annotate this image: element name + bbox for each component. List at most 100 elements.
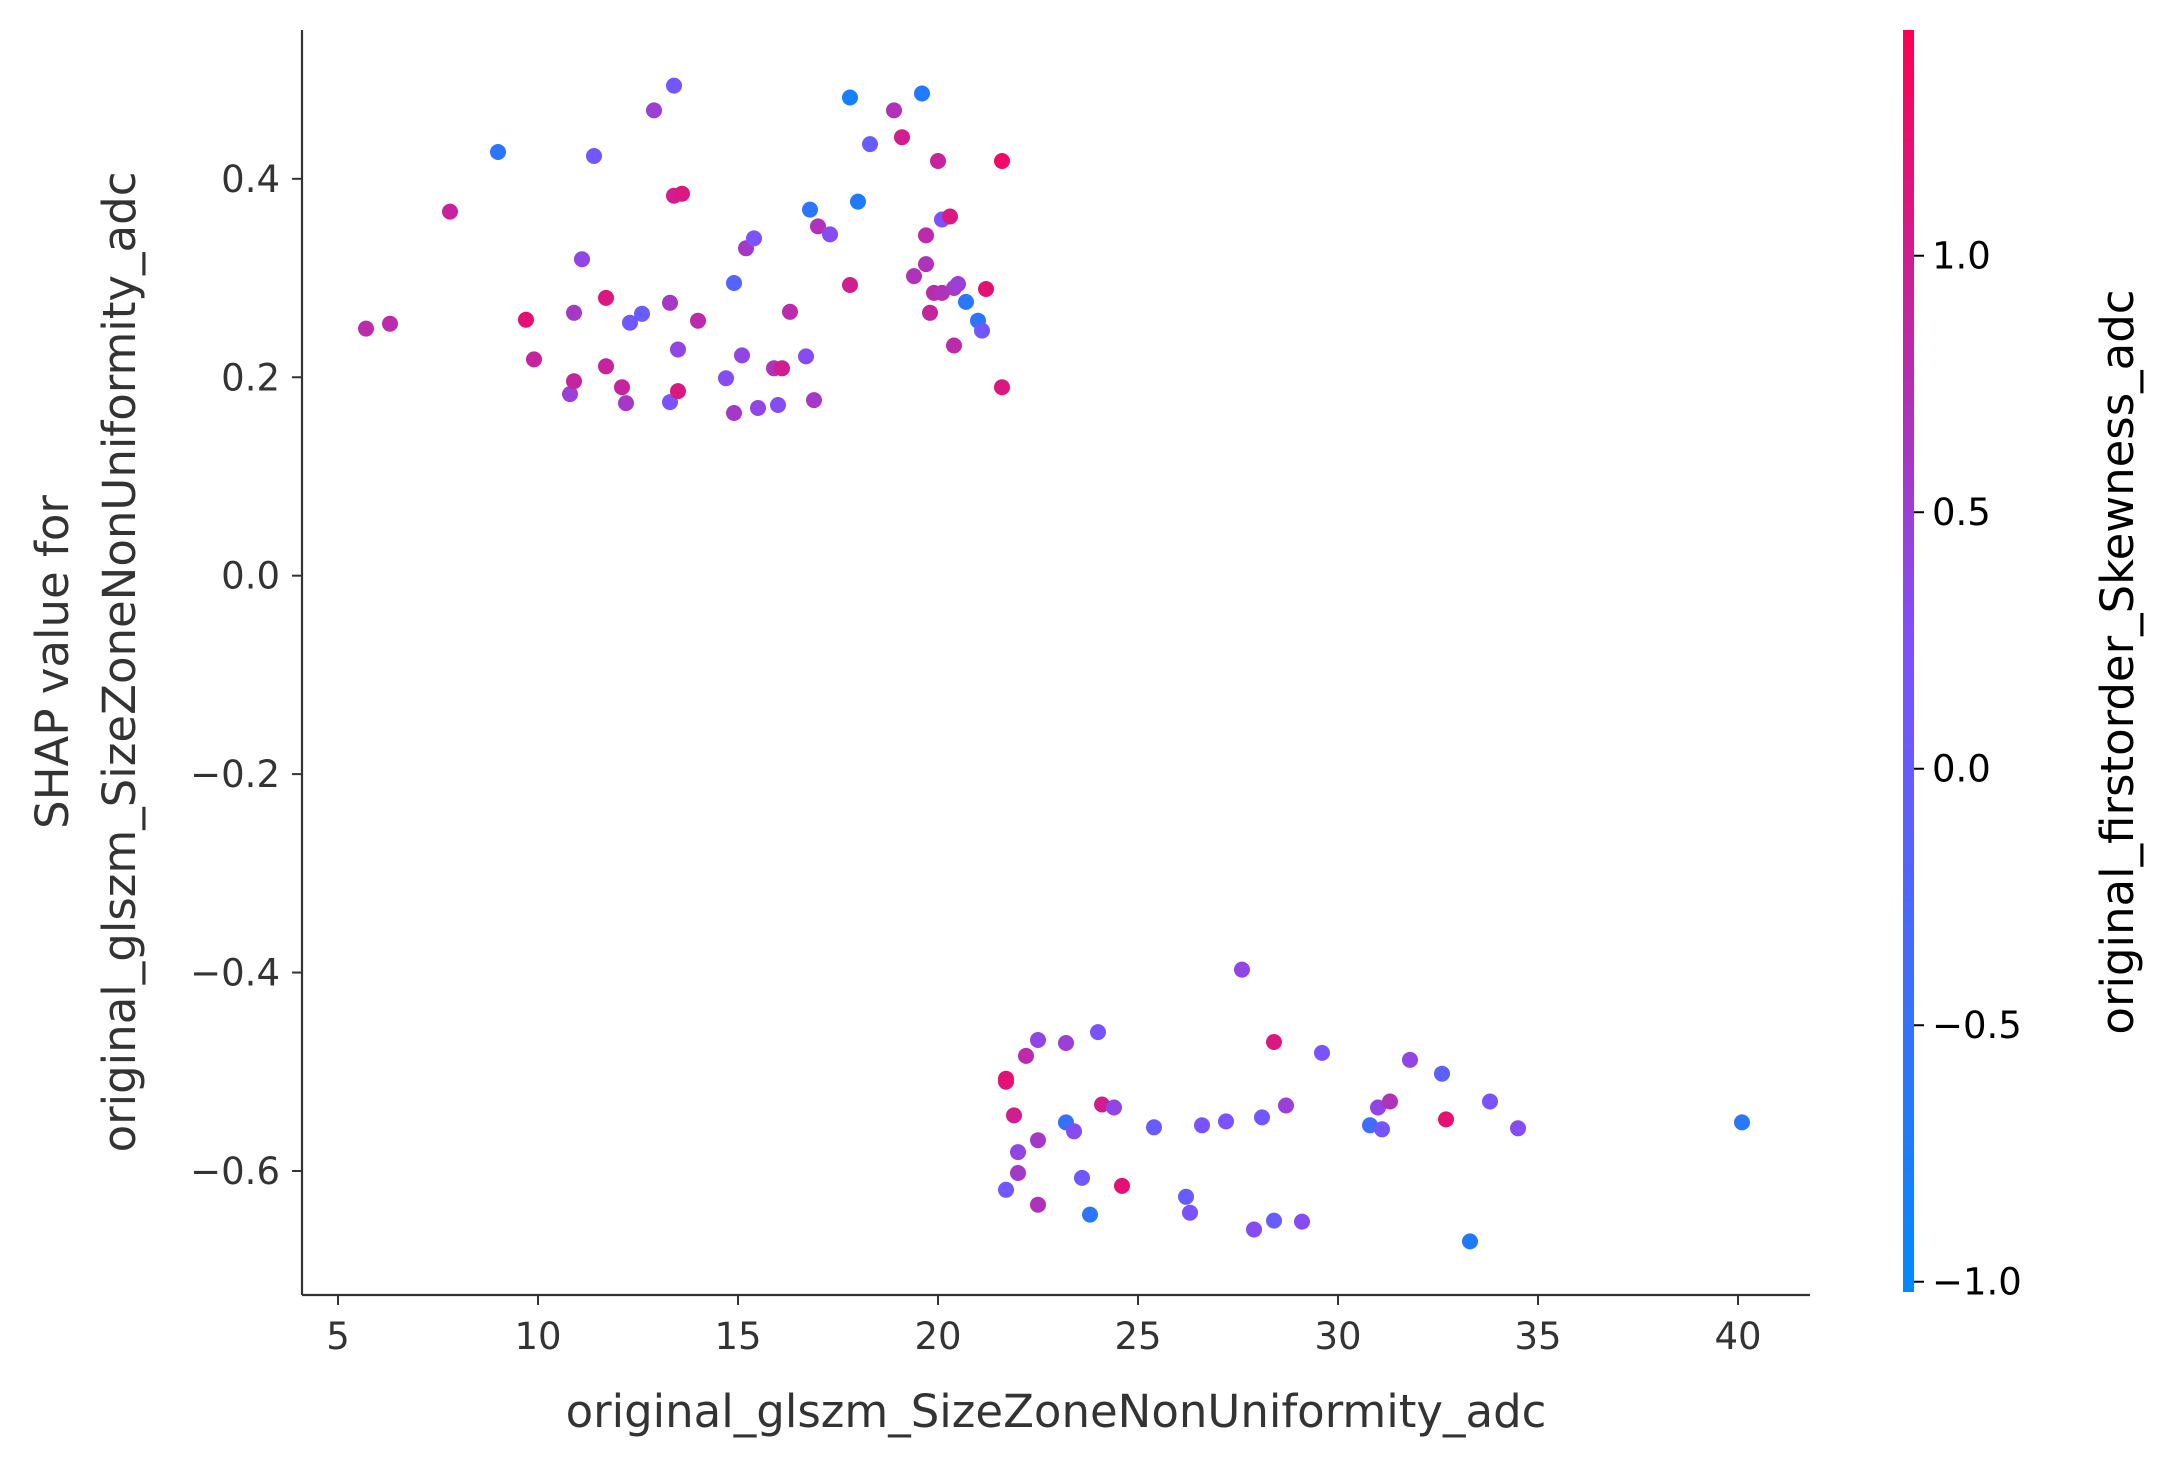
scatter-point-13: [614, 379, 630, 396]
scatter-point-43: [842, 277, 858, 293]
scatter-point-93: [1254, 1109, 1270, 1126]
scatter-point-27: [726, 405, 742, 421]
scatter-point-78: [1058, 1035, 1074, 1051]
scatter-point-28: [726, 275, 742, 291]
y-tick-label-1: −0.4: [190, 952, 280, 995]
scatter-point-67: [998, 1181, 1014, 1198]
scatter-point-41: [822, 226, 838, 243]
x-tick-label-7: 40: [1714, 1315, 1761, 1358]
scatter-point-86: [1146, 1119, 1162, 1136]
scatter-point-31: [746, 230, 762, 247]
scatter-point-104: [1434, 1065, 1450, 1082]
colorbar-tick-label-4: 1.0: [1932, 235, 1991, 278]
scatter-point-45: [862, 136, 878, 153]
scatter-point-56: [934, 284, 950, 301]
scatter-point-88: [1182, 1204, 1198, 1221]
scatter-point-107: [1482, 1093, 1498, 1110]
scatter-point-76: [1030, 1132, 1046, 1149]
scatter-point-102: [1382, 1093, 1398, 1110]
scatter-point-18: [662, 394, 678, 411]
scatter-point-52: [922, 304, 938, 321]
scatter-point-44: [850, 193, 866, 210]
scatter-point-65: [994, 153, 1010, 169]
scatter-point-14: [618, 395, 634, 412]
scatter-point-11: [598, 358, 614, 375]
scatter-point-95: [1266, 1034, 1282, 1050]
y-axis-title-line-2: original_glszm_SizeZoneNonUniformity_adc: [93, 172, 146, 1153]
scatter-point-101: [1374, 1121, 1390, 1138]
scatter-point-92: [1246, 1221, 1262, 1238]
scatter-point-48: [906, 268, 922, 285]
scatter-point-54: [930, 153, 946, 169]
scatter-point-79: [1066, 1123, 1082, 1140]
scatter-point-96: [1278, 1097, 1294, 1114]
colorbar-title: original_firstorder_Skewness_adc: [2091, 289, 2144, 1034]
plot-area: 5 10 15 20 25 30 35 40 −0.6 −0.4 −0.2 0.0 0.2 0.4: [190, 30, 1810, 1358]
scatter-point-82: [1090, 1024, 1106, 1041]
scatter-point-69: [998, 1070, 1014, 1087]
colorbar-tick-label-3: 0.5: [1932, 491, 1991, 534]
scatter-point-21: [666, 77, 682, 94]
y-axis-ticks: −0.6 −0.4 −0.2 0.0 0.2 0.4: [190, 158, 302, 1193]
scatter-point-32: [750, 400, 766, 416]
scatter-point-108: [1510, 1120, 1526, 1137]
x-tick-label-3: 20: [914, 1315, 961, 1358]
scatter-point-8: [566, 304, 582, 321]
x-axis-title: original_glszm_SizeZoneNonUniformity_adc: [566, 1385, 1547, 1438]
x-tick-label-0: 5: [326, 1315, 350, 1358]
x-tick-label-6: 35: [1514, 1315, 1561, 1358]
scatter-point-15: [622, 314, 638, 331]
scatter-point-5: [526, 351, 542, 368]
scatter-point-22: [670, 383, 686, 400]
colorbar-tick-label-1: −0.5: [1932, 1004, 2022, 1047]
scatter-point-36: [782, 303, 798, 320]
scatter-point-80: [1074, 1169, 1090, 1186]
scatter-point-39: [806, 392, 822, 409]
scatter-point-87: [1178, 1188, 1194, 1205]
scatter-point-0: [358, 320, 374, 337]
scatter-point-6: [562, 386, 578, 403]
scatter-point-106: [1462, 1233, 1478, 1250]
colorbar: −1.0 −0.5 0.0 0.5 1.0 original_firstorder_Sk…: [1903, 30, 2144, 1304]
scatter-point-10: [586, 148, 602, 164]
scatter-point-94: [1266, 1212, 1282, 1229]
scatter-point-23: [670, 341, 686, 358]
scatter-point-3: [490, 144, 506, 160]
x-axis-ticks: 5 10 15 20 25 30 35 40: [326, 1295, 1762, 1358]
scatter-point-71: [1010, 1165, 1026, 1181]
scatter-point-89: [1194, 1117, 1210, 1134]
scatter-point-38: [802, 201, 818, 218]
scatter-point-19: [662, 294, 678, 311]
scatter-point-40: [810, 218, 826, 235]
scatter-point-16: [634, 305, 650, 322]
scatter-point-85: [1114, 1177, 1130, 1194]
scatter-point-63: [974, 322, 990, 339]
x-tick-label-2: 15: [714, 1315, 761, 1358]
scatter-point-7: [566, 373, 582, 390]
scatter-point-109: [1734, 1114, 1750, 1131]
scatter-point-98: [1314, 1044, 1330, 1061]
y-tick-label-2: −0.2: [190, 753, 280, 796]
scatter-point-34: [770, 397, 786, 413]
y-axis-title-line-1: SHAP value for: [26, 495, 79, 829]
scatter-point-81: [1082, 1206, 1098, 1223]
scatter-points: [358, 77, 1750, 1250]
scatter-point-66: [994, 379, 1010, 396]
scatter-point-75: [1030, 1196, 1046, 1213]
scatter-point-83: [1094, 1096, 1110, 1113]
scatter-point-103: [1402, 1051, 1418, 1068]
scatter-point-24: [674, 185, 690, 202]
scatter-point-90: [1218, 1113, 1234, 1130]
scatter-point-73: [1018, 1047, 1034, 1064]
x-tick-label-1: 10: [514, 1315, 561, 1358]
scatter-point-57: [942, 208, 958, 225]
y-tick-label-3: 0.0: [221, 555, 280, 598]
scatter-point-50: [918, 227, 934, 244]
scatter-point-37: [798, 348, 814, 365]
scatter-point-60: [950, 276, 966, 292]
y-tick-label-4: 0.2: [221, 356, 280, 399]
y-axis-title: SHAP value for original_glszm_SizeZoneNo…: [26, 172, 146, 1153]
scatter-point-26: [718, 370, 734, 387]
scatter-point-35: [774, 360, 790, 377]
